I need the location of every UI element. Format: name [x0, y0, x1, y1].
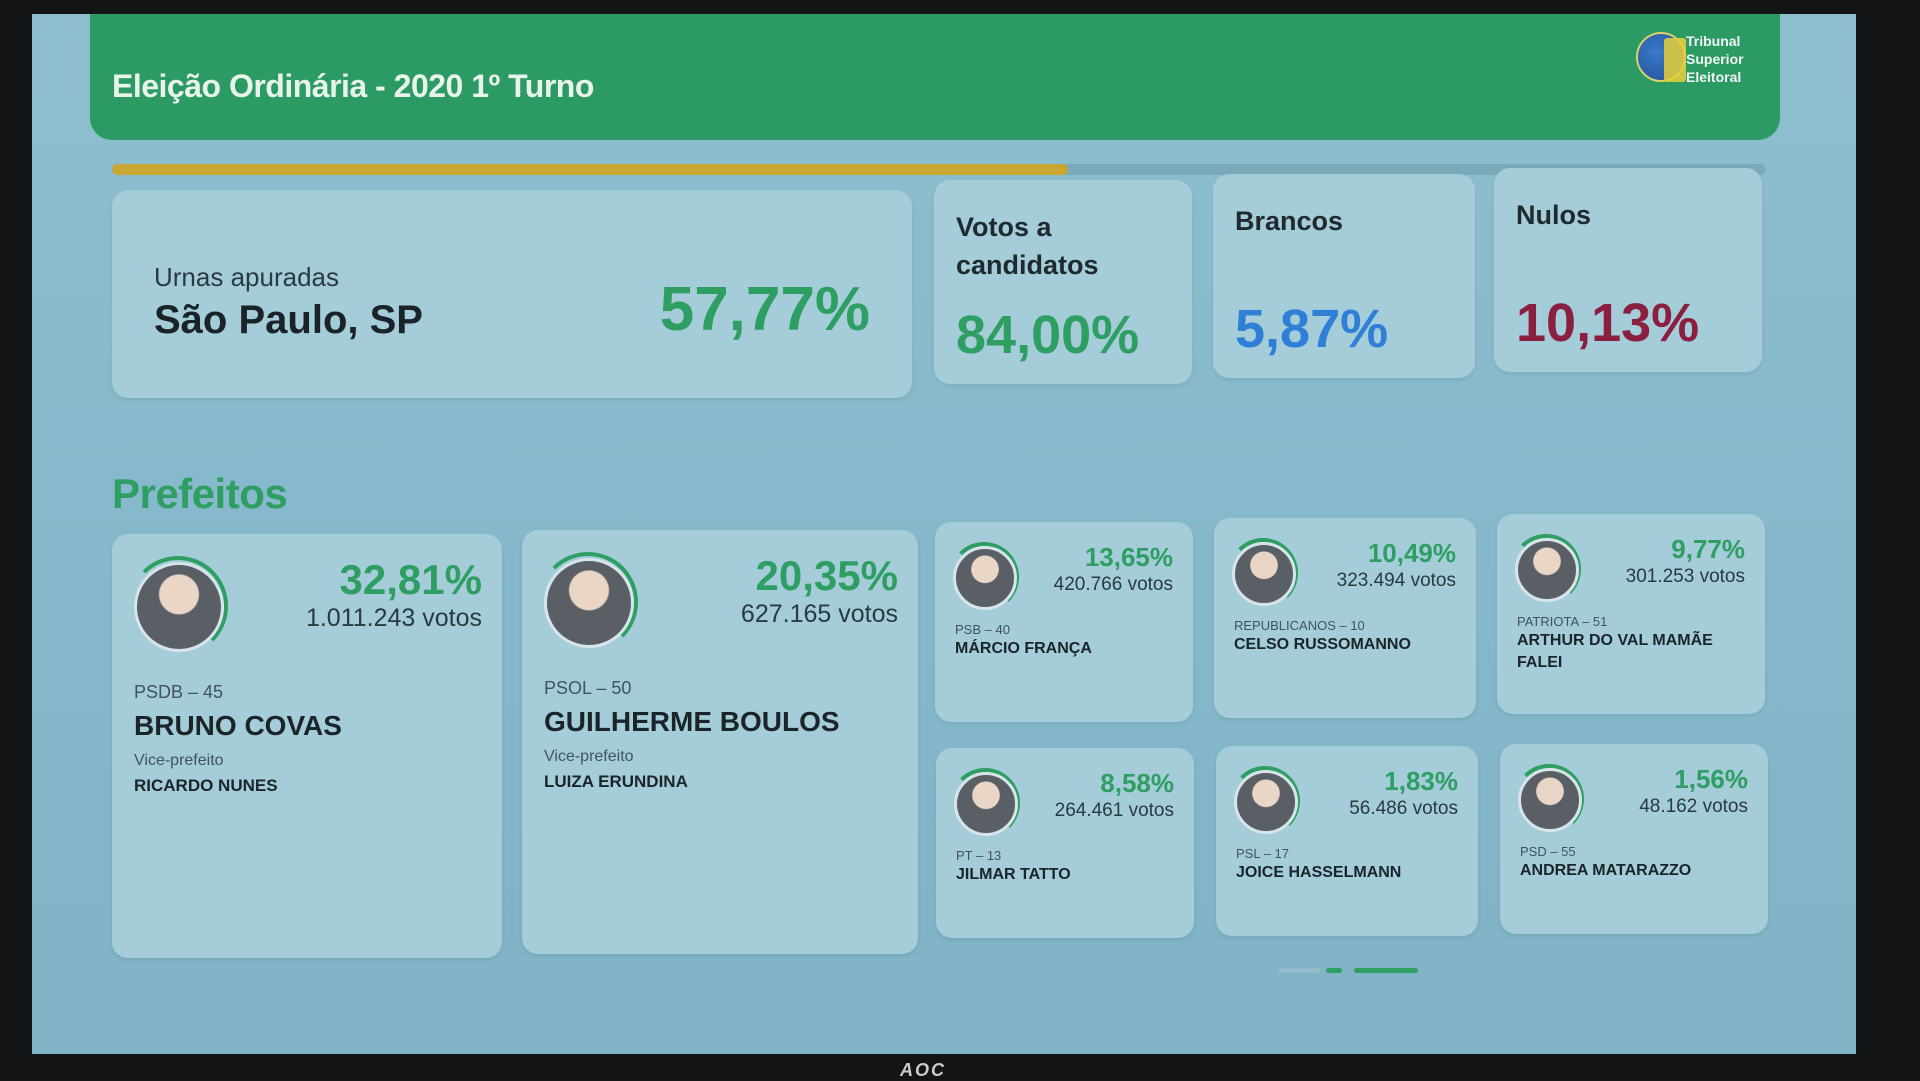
candidate-votes: 1.011.243 votos — [305, 604, 482, 632]
page-title: Eleição Ordinária - 2020 1º Turno — [112, 68, 594, 104]
candidate-photo — [1232, 542, 1296, 606]
apuracao-progress-bar — [112, 164, 1766, 175]
candidate-photo — [1515, 538, 1579, 602]
candidate-votes: 301.253 votos — [1625, 566, 1745, 587]
candidate-card[interactable]: 32,81% 1.011.243 votos PSDB – 45 BRUNO C… — [112, 534, 502, 958]
candidate-photo — [544, 558, 634, 648]
tv-screen: Eleição Ordinária - 2020 1º Turno Tribun… — [32, 14, 1856, 1054]
candidate-percentage: 10,49% — [1367, 538, 1456, 568]
candidate-card[interactable]: 10,49% 323.494 votos REPUBLICANOS – 10 C… — [1214, 518, 1476, 718]
candidate-votes: 323.494 votos — [1336, 570, 1456, 591]
vote-share-ring-icon — [538, 552, 638, 652]
candidate-party: PT – 13 — [956, 848, 1002, 863]
candidate-party: PSD – 55 — [1520, 844, 1576, 859]
vice-name: LUIZA ERUNDINA — [544, 772, 688, 791]
candidate-votes: 627.165 votos — [740, 600, 898, 628]
candidate-photo — [1518, 768, 1582, 832]
stat-value: 10,13% — [1516, 293, 1700, 353]
vote-share-ring-icon — [128, 556, 228, 656]
candidate-name: ANDREA MATARAZZO — [1520, 862, 1692, 879]
stat-card-brancos: Brancos 5,87% — [1213, 174, 1475, 378]
page-dot[interactable] — [1278, 968, 1320, 973]
candidate-name: CELSO RUSSOMANNO — [1234, 636, 1411, 653]
stat-title: Brancos — [1235, 206, 1344, 236]
candidate-percentage: 32,81% — [339, 556, 482, 603]
tse-logo-icon — [1636, 32, 1688, 84]
page-dot-active[interactable] — [1326, 968, 1342, 973]
vote-share-ring-icon — [1228, 538, 1298, 608]
vote-share-ring-icon — [1511, 534, 1581, 604]
candidate-percentage: 8,58% — [1100, 768, 1174, 798]
vote-share-ring-icon — [950, 768, 1020, 838]
progress-fill — [112, 164, 1068, 175]
candidate-percentage: 1,56% — [1674, 764, 1748, 794]
vote-share-ring-icon — [1230, 766, 1300, 836]
candidate-votes: 420.766 votos — [1053, 574, 1173, 595]
stat-card-votos-candidatos: Votos a candidatos 84,00% — [934, 180, 1192, 384]
section-title-prefeitos: Prefeitos — [112, 470, 288, 517]
vice-label: Vice-prefeito — [544, 748, 634, 765]
candidate-votes: 264.461 votos — [1054, 800, 1174, 821]
candidate-party: REPUBLICANOS – 10 — [1234, 618, 1365, 633]
vice-label: Vice-prefeito — [134, 752, 224, 769]
candidate-percentage: 9,77% — [1671, 534, 1745, 564]
candidate-party: PSDB – 45 — [134, 682, 224, 702]
candidate-votes: 48.162 votos — [1639, 796, 1748, 817]
candidate-name: ARTHUR DO VAL MAMÃE FALEI — [1517, 632, 1713, 671]
stat-card-nulos: Nulos 10,13% — [1494, 168, 1762, 372]
tse-logo-text: Tribunal Superior Eleitoral — [1686, 33, 1744, 85]
urnas-apuradas-card: Urnas apuradas São Paulo, SP 57,77% — [112, 190, 912, 398]
candidate-votes: 56.486 votos — [1349, 798, 1458, 819]
candidate-card[interactable]: 1,83% 56.486 votos PSL – 17 JOICE HASSEL… — [1216, 746, 1478, 936]
candidate-card[interactable]: 1,56% 48.162 votos PSD – 55 ANDREA MATAR… — [1500, 744, 1768, 934]
candidate-percentage: 1,83% — [1384, 766, 1458, 796]
stat-title: Nulos — [1516, 200, 1592, 230]
candidate-percentage: 20,35% — [755, 552, 898, 599]
stat-value: 5,87% — [1235, 299, 1389, 359]
candidate-name: MÁRCIO FRANÇA — [955, 640, 1092, 657]
candidate-photo — [134, 562, 224, 652]
page-dot[interactable] — [1354, 968, 1418, 973]
candidate-photo — [954, 772, 1018, 836]
candidate-card[interactable]: 8,58% 264.461 votos PT – 13 JILMAR TATTO — [936, 748, 1194, 938]
stat-title: Votos a candidatos — [956, 212, 1099, 280]
location-name: São Paulo, SP — [154, 298, 423, 342]
candidate-card[interactable]: 13,65% 420.766 votos PSB – 40 MÁRCIO FRA… — [935, 522, 1193, 722]
candidate-percentage: 13,65% — [1084, 542, 1173, 572]
stat-value: 84,00% — [956, 305, 1140, 365]
candidate-card[interactable]: 9,77% 301.253 votos PATRIOTA – 51 ARTHUR… — [1497, 514, 1765, 714]
candidate-card[interactable]: 20,35% 627.165 votos PSOL – 50 GUILHERME… — [522, 530, 918, 954]
candidate-photo — [1234, 770, 1298, 834]
candidate-name: JOICE HASSELMANN — [1236, 864, 1402, 881]
candidate-name: JILMAR TATTO — [956, 866, 1071, 883]
candidate-name: BRUNO COVAS — [134, 710, 342, 741]
candidate-name: GUILHERME BOULOS — [544, 706, 840, 737]
candidate-photo — [953, 546, 1017, 610]
urnas-percentage: 57,77% — [659, 275, 870, 344]
candidate-party: PSL – 17 — [1236, 846, 1290, 861]
header-bar: Eleição Ordinária - 2020 1º Turno Tribun… — [90, 14, 1780, 140]
vote-share-ring-icon — [949, 542, 1019, 612]
candidate-party: PATRIOTA – 51 — [1517, 614, 1608, 629]
vice-name: RICARDO NUNES — [134, 776, 278, 795]
candidate-party: PSOL – 50 — [544, 678, 632, 698]
page-indicator[interactable] — [1278, 968, 1418, 974]
urnas-label: Urnas apuradas — [154, 262, 339, 292]
vote-share-ring-icon — [1514, 764, 1584, 834]
monitor-brand-logo: AOC — [900, 1060, 946, 1080]
candidate-party: PSB – 40 — [955, 622, 1010, 637]
